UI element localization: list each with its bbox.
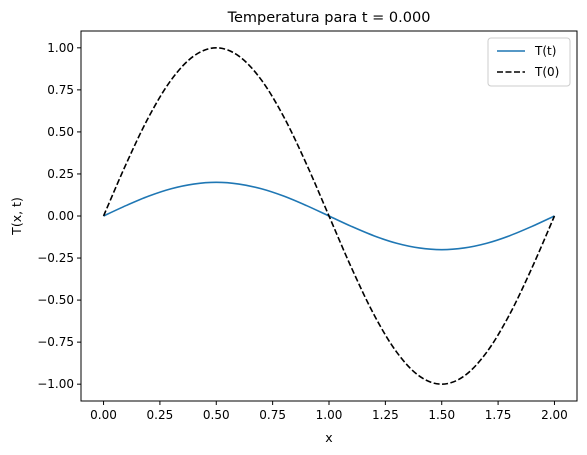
x-tick-label: 2.00 (541, 408, 568, 422)
x-tick-label: 0.25 (147, 408, 174, 422)
y-tick-label: 0.75 (47, 83, 74, 97)
x-tick-label: 1.00 (316, 408, 343, 422)
legend: T(t) T(0) (487, 37, 571, 87)
x-tick-label: 1.75 (485, 408, 512, 422)
y-tick-label: −0.25 (37, 251, 74, 265)
y-tick-label: 0.25 (47, 167, 74, 181)
x-tick-label: 1.50 (428, 408, 455, 422)
legend-label-t-0: T(0) (534, 65, 559, 79)
y-tick-label: 0.50 (47, 125, 74, 139)
legend-box (487, 37, 571, 87)
x-axis-label: x (325, 430, 332, 445)
y-tick-label: −0.75 (37, 335, 74, 349)
y-axis-ticks: −1.00 −0.75 −0.50 −0.25 0.00 0.25 0.50 0.75 1.00 (37, 41, 81, 391)
x-tick-label: 1.25 (372, 408, 399, 422)
series-layer (102, 47, 556, 385)
legend-label-t-t: T(t) (534, 44, 556, 58)
series-line-t-0 (102, 47, 556, 385)
y-axis-label: T(x, t) (9, 197, 24, 236)
y-tick-label: 1.00 (47, 41, 74, 55)
x-axis-ticks: 0.00 0.25 0.50 0.75 1.00 1.25 1.50 1.75 2.00 (90, 401, 568, 422)
x-tick-label: 0.50 (203, 408, 230, 422)
y-tick-label: −0.50 (37, 293, 74, 307)
y-tick-label: 0.00 (47, 209, 74, 223)
y-tick-label: −1.00 (37, 377, 74, 391)
chart-title: Temperatura para t = 0.000 (227, 10, 431, 26)
x-tick-label: 0.00 (90, 408, 117, 422)
x-tick-label: 0.75 (259, 408, 286, 422)
